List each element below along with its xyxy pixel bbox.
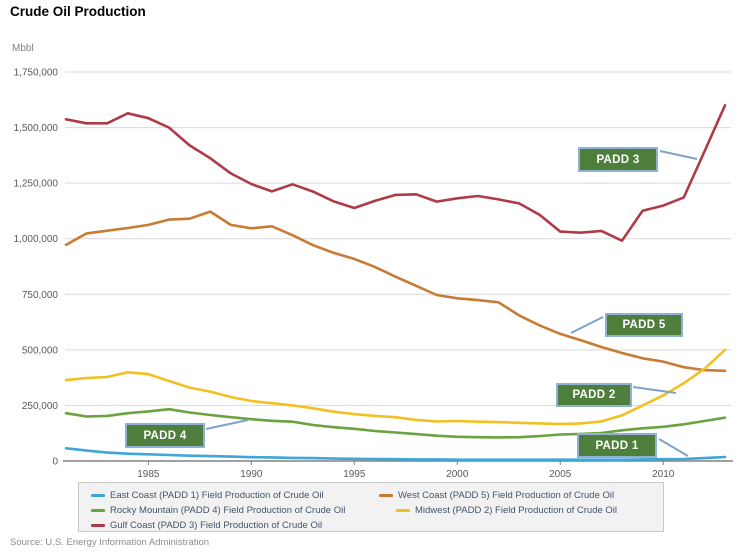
legend-label-midwest: Midwest (PADD 2) Field Production of Cru…	[415, 505, 618, 516]
legend-label-west-coast: West Coast (PADD 5) Field Production of …	[398, 490, 615, 501]
legend-swatch-east-coast	[91, 494, 105, 497]
x-axis-tick-label: 1990	[240, 469, 263, 480]
y-axis-tick-label: 1,000,000	[14, 234, 59, 245]
y-axis-tick-label: 0	[52, 457, 58, 468]
series-line-padd1	[64, 446, 727, 462]
y-axis-tick-label: 1,500,000	[14, 123, 59, 134]
annotation-padd-1: PADD 1	[577, 433, 657, 458]
y-axis-tick-label: 1,750,000	[14, 68, 59, 79]
y-axis-unit-label: Mbbl	[12, 43, 34, 54]
callout-line-padd5	[570, 316, 604, 334]
x-axis-tick-label: 1985	[137, 469, 160, 480]
legend-row: Gulf Coast (PADD 3) Field Production of …	[91, 518, 663, 533]
legend-label-rocky-mountain: Rocky Mountain (PADD 4) Field Production…	[110, 505, 346, 516]
legend-label-east-coast: East Coast (PADD 1) Field Production of …	[110, 490, 324, 501]
callout-lines	[205, 150, 698, 457]
legend-swatch-midwest	[396, 509, 410, 512]
x-axis-tick-label: 1995	[343, 469, 366, 480]
callout-line-padd3	[659, 150, 698, 160]
callout-line-padd1	[658, 438, 689, 457]
x-axis-tick-label: 2010	[652, 469, 675, 480]
legend-row: Rocky Mountain (PADD 4) Field Production…	[91, 503, 663, 518]
plot-layer: 0 250,000 500,000 750,000 1,000,000 1,250,000…	[14, 68, 733, 480]
annotation-padd-2: PADD 2	[556, 383, 632, 407]
y-axis-tick-label: 1,250,000	[14, 179, 59, 190]
legend-swatch-gulf-coast	[91, 524, 105, 527]
annotation-padd-4: PADD 4	[125, 423, 205, 448]
y-axis-tick-label: 750,000	[22, 290, 59, 301]
legend-item-west-coast: West Coast (PADD 5) Field Production of …	[379, 490, 614, 501]
annotation-padd-3: PADD 3	[578, 147, 658, 172]
legend-item-rocky-mountain: Rocky Mountain (PADD 4) Field Production…	[91, 505, 396, 516]
callout-line-padd2	[632, 386, 677, 394]
y-axis-tick-label: 250,000	[22, 401, 59, 412]
legend-label-gulf-coast: Gulf Coast (PADD 3) Field Production of …	[110, 520, 323, 531]
x-axis-tick-label: 2005	[549, 469, 572, 480]
legend-item-gulf-coast: Gulf Coast (PADD 3) Field Production of …	[91, 520, 322, 531]
source-attribution: Source: U.S. Energy Information Administ…	[10, 537, 210, 548]
legend-item-east-coast: East Coast (PADD 1) Field Production of …	[91, 490, 379, 501]
callout-line-padd4	[205, 419, 249, 430]
legend-row: East Coast (PADD 1) Field Production of …	[91, 488, 663, 503]
legend-item-midwest: Midwest (PADD 2) Field Production of Cru…	[396, 505, 617, 516]
y-axis-tick-label: 500,000	[22, 345, 59, 356]
annotation-padd-5: PADD 5	[605, 313, 683, 337]
series-line-padd2	[64, 348, 727, 426]
chart-legend: East Coast (PADD 1) Field Production of …	[78, 482, 664, 532]
legend-swatch-rocky-mountain	[91, 509, 105, 512]
series-line-padd4	[64, 407, 727, 439]
series-line-padd5	[64, 210, 727, 373]
x-axis-tick-label: 2000	[446, 469, 469, 480]
series-line-padd3	[64, 104, 727, 242]
chart-title: Crude Oil Production	[10, 4, 146, 19]
legend-swatch-west-coast	[379, 494, 393, 497]
